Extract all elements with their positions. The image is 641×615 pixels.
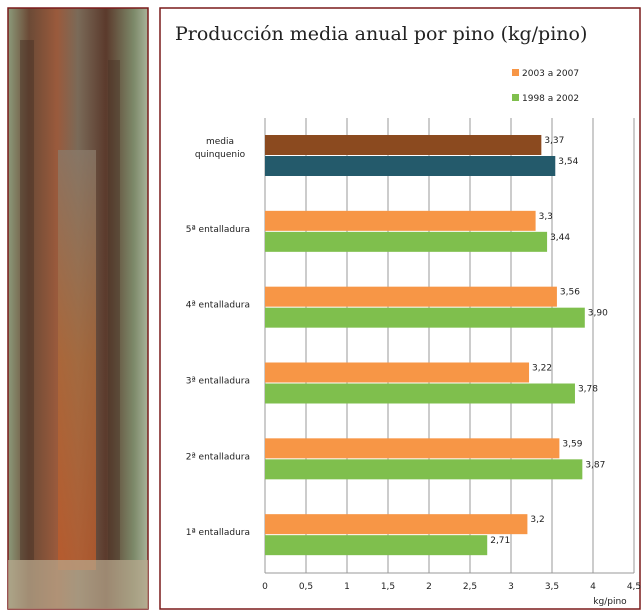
x-tick-label: 2,5 [463, 582, 477, 592]
value-label: 3,56 [560, 288, 580, 298]
value-label: 3,87 [585, 460, 605, 470]
value-label: 3,3 [539, 212, 553, 222]
x-tick-label: 1 [344, 582, 350, 592]
legend-swatch [512, 69, 519, 76]
value-label: 3,59 [562, 439, 582, 449]
legend-label: 1998 a 2002 [522, 94, 579, 104]
chart-title: Producción media anual por pino (kg/pino… [175, 23, 587, 45]
x-tick-label: 2 [426, 582, 432, 592]
bar [265, 459, 583, 480]
bar [265, 210, 536, 231]
legend-label: 2003 a 2007 [522, 69, 579, 79]
bar [265, 231, 548, 252]
bar [265, 383, 575, 404]
x-tick-label: 3,5 [545, 582, 559, 592]
x-tick-label: 1,5 [381, 582, 395, 592]
x-tick-label: 0,5 [299, 582, 313, 592]
y-tick-label: 2ª entalladura [186, 452, 250, 462]
chart-frame [159, 7, 641, 610]
photo [7, 7, 149, 610]
legend-swatch [512, 94, 519, 101]
value-label: 3,78 [578, 385, 598, 395]
x-tick-label: 0 [262, 582, 268, 592]
value-label: 2,71 [490, 536, 510, 546]
bar [265, 362, 530, 383]
y-tick-label: 4ª entalladura [186, 301, 250, 311]
y-tick-label: 3ª entalladura [186, 377, 250, 387]
bar [265, 135, 542, 155]
bar [265, 307, 585, 328]
y-tick-label: 5ª entalladura [186, 225, 250, 235]
value-label: 3,90 [588, 309, 608, 319]
x-tick-label: 4,5 [627, 582, 641, 592]
bar [265, 438, 560, 459]
x-tick-label: 4 [590, 582, 596, 592]
value-label: 3,22 [532, 364, 552, 374]
x-tick-label: 3 [508, 582, 514, 592]
value-label: 3,54 [558, 157, 578, 167]
bar [265, 286, 557, 307]
value-label: 3,37 [544, 136, 564, 146]
x-axis-label: kg/pino [593, 597, 627, 607]
bar [265, 514, 528, 535]
value-label: 3,2 [530, 515, 544, 525]
value-label: 3,44 [550, 233, 570, 243]
bar [265, 156, 556, 176]
y-tick-label: 1ª entalladura [186, 528, 250, 538]
bar [265, 535, 488, 556]
y-tick-label: media quinquenio [195, 137, 246, 160]
